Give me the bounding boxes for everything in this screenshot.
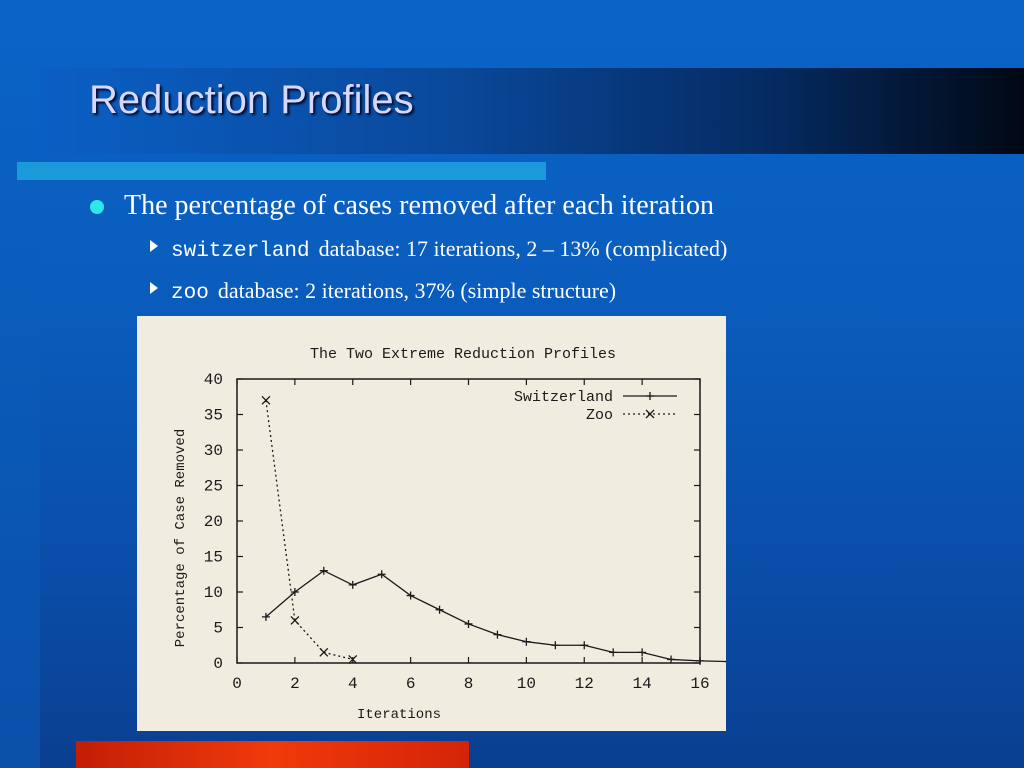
data-point xyxy=(696,656,704,665)
title-band xyxy=(40,68,1024,154)
y-tick-label: 20 xyxy=(204,513,223,531)
sub-item-switzerland: switzerland database: 17 iterations, 2 –… xyxy=(150,236,727,263)
x-axis-label: Iterations xyxy=(357,707,441,723)
legend-label: Zoo xyxy=(586,407,613,424)
sub-item-text: database: 17 iterations, 2 – 13% (compli… xyxy=(318,236,728,261)
x-tick-label: 6 xyxy=(406,675,416,693)
data-point xyxy=(493,630,502,639)
sub-item-text: database: 2 iterations, 37% (simple stru… xyxy=(217,278,617,303)
data-point xyxy=(435,605,444,614)
data-point xyxy=(406,591,415,600)
x-tick-label: 14 xyxy=(633,675,652,693)
data-point xyxy=(261,395,271,405)
data-point xyxy=(646,392,654,400)
sub-item-code: zoo xyxy=(171,282,209,305)
y-tick-label: 30 xyxy=(204,442,223,460)
data-point xyxy=(261,612,270,621)
sub-item-zoo: zoo database: 2 iterations, 37% (simple … xyxy=(150,278,616,305)
series-line-switzerland xyxy=(265,569,726,663)
left-strip xyxy=(0,0,40,768)
legend-label: Switzerland xyxy=(514,389,613,406)
data-point xyxy=(464,619,473,628)
x-tick-label: 2 xyxy=(290,675,300,693)
triangle-bullet-icon xyxy=(150,240,158,252)
y-tick-label: 40 xyxy=(204,371,223,389)
x-tick-label: 8 xyxy=(464,675,474,693)
y-tick-label: 25 xyxy=(204,478,223,496)
data-point xyxy=(522,637,531,646)
chart-title: The Two Extreme Reduction Profiles xyxy=(310,346,616,363)
data-point xyxy=(638,648,647,657)
sub-item-code: switzerland xyxy=(171,240,310,263)
data-point xyxy=(609,648,618,657)
data-point xyxy=(290,588,299,596)
x-tick-label: 0 xyxy=(232,675,242,693)
main-bullet: The percentage of cases removed after ea… xyxy=(90,190,714,222)
data-point xyxy=(724,660,726,663)
data-point xyxy=(580,641,589,650)
y-tick-label: 5 xyxy=(213,620,223,638)
x-tick-label: 10 xyxy=(517,675,536,693)
x-tick-label: 4 xyxy=(348,675,358,693)
slide-title: Reduction Profiles xyxy=(89,78,414,122)
main-bullet-text: The percentage of cases removed after ea… xyxy=(124,190,714,221)
data-point xyxy=(348,580,357,589)
y-tick-label: 0 xyxy=(213,655,223,673)
triangle-bullet-icon xyxy=(150,282,158,294)
y-tick-label: 15 xyxy=(204,549,223,567)
data-point xyxy=(348,654,358,664)
data-point xyxy=(645,409,655,419)
x-tick-label: 16 xyxy=(690,675,709,693)
bullet-dot-icon xyxy=(90,200,104,214)
data-point xyxy=(551,641,560,650)
data-point xyxy=(319,566,328,575)
x-tick-label: 12 xyxy=(575,675,594,693)
bottom-accent-bar xyxy=(76,741,469,768)
data-point xyxy=(377,570,386,579)
y-axis-label: Percentage of Case Removed xyxy=(173,429,189,647)
chart-image: The Two Extreme Reduction Profiles Itera… xyxy=(137,316,726,731)
y-tick-label: 35 xyxy=(204,407,223,425)
title-underline xyxy=(17,162,546,180)
line-chart: The Two Extreme Reduction Profiles Itera… xyxy=(173,346,726,723)
series-line-zoo xyxy=(265,400,353,661)
data-point xyxy=(290,615,300,625)
data-point xyxy=(319,647,329,657)
y-tick-label: 10 xyxy=(204,584,223,602)
data-point xyxy=(667,655,676,664)
